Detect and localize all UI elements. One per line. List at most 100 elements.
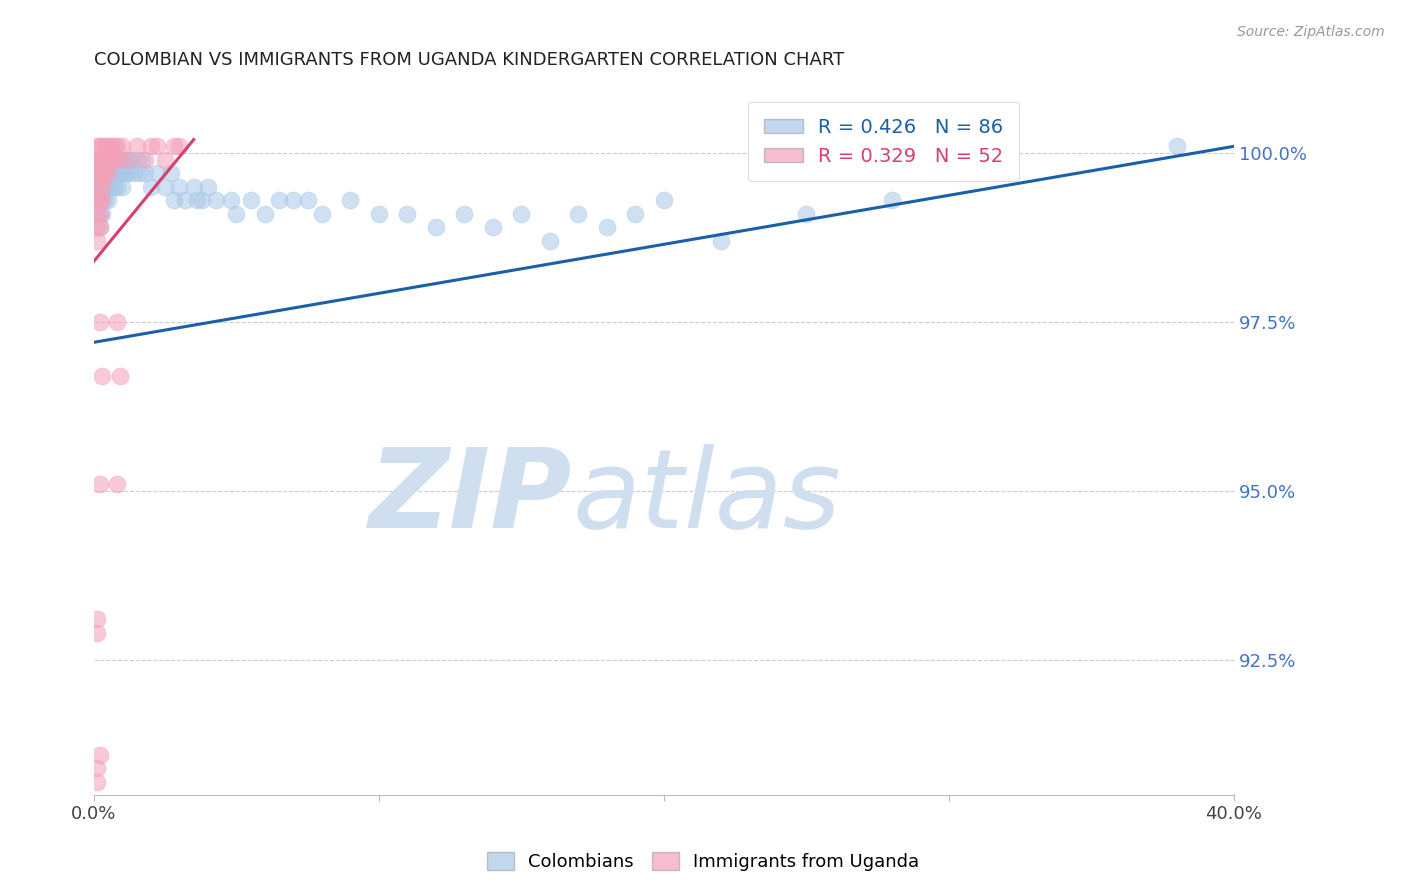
Point xyxy=(91,194,114,208)
Point xyxy=(131,153,153,167)
Point xyxy=(111,153,134,167)
Point xyxy=(91,180,114,194)
Point xyxy=(105,180,128,194)
Point xyxy=(94,153,117,167)
Point xyxy=(114,153,136,167)
Point xyxy=(108,153,131,167)
Point xyxy=(163,194,186,208)
Point xyxy=(111,166,134,180)
Point xyxy=(163,139,186,153)
Point xyxy=(105,153,128,167)
Point xyxy=(86,207,108,221)
Point xyxy=(89,220,111,235)
Point xyxy=(89,166,111,180)
Point xyxy=(94,153,117,167)
Point xyxy=(86,153,108,167)
Point xyxy=(174,194,197,208)
Point xyxy=(367,207,389,221)
Point xyxy=(89,194,111,208)
Point xyxy=(100,153,122,167)
Point xyxy=(97,180,120,194)
Point xyxy=(89,194,111,208)
Point xyxy=(794,207,817,221)
Point xyxy=(86,153,108,167)
Point xyxy=(91,139,114,153)
Point xyxy=(710,234,733,248)
Point xyxy=(89,207,111,221)
Point xyxy=(482,220,505,235)
Point xyxy=(239,194,262,208)
Point xyxy=(596,220,619,235)
Point xyxy=(396,207,419,221)
Point xyxy=(103,153,125,167)
Point xyxy=(91,153,114,167)
Point xyxy=(186,194,208,208)
Point xyxy=(86,180,108,194)
Point xyxy=(86,612,108,626)
Point xyxy=(94,180,117,194)
Point xyxy=(105,166,128,180)
Point xyxy=(205,194,228,208)
Point xyxy=(153,153,176,167)
Point xyxy=(91,369,114,384)
Point xyxy=(97,194,120,208)
Point xyxy=(89,153,111,167)
Point xyxy=(91,180,114,194)
Point xyxy=(91,207,114,221)
Point xyxy=(86,234,108,248)
Point xyxy=(97,139,120,153)
Point xyxy=(253,207,276,221)
Point xyxy=(197,180,219,194)
Point xyxy=(105,477,128,491)
Point xyxy=(89,207,111,221)
Point xyxy=(86,180,108,194)
Point xyxy=(139,180,162,194)
Point xyxy=(103,166,125,180)
Point xyxy=(86,139,108,153)
Point xyxy=(94,194,117,208)
Point xyxy=(183,180,205,194)
Point xyxy=(938,153,960,167)
Point xyxy=(89,477,111,491)
Point xyxy=(89,139,111,153)
Point xyxy=(86,774,108,789)
Point xyxy=(134,166,156,180)
Point xyxy=(425,220,447,235)
Point xyxy=(89,747,111,762)
Point xyxy=(111,180,134,194)
Point xyxy=(91,194,114,208)
Point xyxy=(880,194,903,208)
Point xyxy=(652,194,675,208)
Point xyxy=(89,315,111,329)
Text: atlas: atlas xyxy=(572,443,841,550)
Point xyxy=(169,139,191,153)
Point xyxy=(103,180,125,194)
Point xyxy=(624,207,647,221)
Point xyxy=(510,207,533,221)
Point xyxy=(122,166,145,180)
Point xyxy=(117,153,139,167)
Point xyxy=(108,166,131,180)
Point xyxy=(86,194,108,208)
Point xyxy=(145,139,167,153)
Point xyxy=(86,626,108,640)
Point xyxy=(91,166,114,180)
Point xyxy=(89,180,111,194)
Point xyxy=(1166,139,1188,153)
Point xyxy=(97,166,120,180)
Point xyxy=(117,153,139,167)
Point xyxy=(103,153,125,167)
Point xyxy=(994,153,1017,167)
Point xyxy=(339,194,361,208)
Point xyxy=(105,139,128,153)
Point xyxy=(100,153,122,167)
Point xyxy=(108,153,131,167)
Point xyxy=(153,180,176,194)
Legend: R = 0.426   N = 86, R = 0.329   N = 52: R = 0.426 N = 86, R = 0.329 N = 52 xyxy=(748,103,1019,181)
Text: Source: ZipAtlas.com: Source: ZipAtlas.com xyxy=(1237,25,1385,39)
Point xyxy=(139,139,162,153)
Point xyxy=(283,194,305,208)
Point xyxy=(94,166,117,180)
Point xyxy=(111,139,134,153)
Point xyxy=(97,153,120,167)
